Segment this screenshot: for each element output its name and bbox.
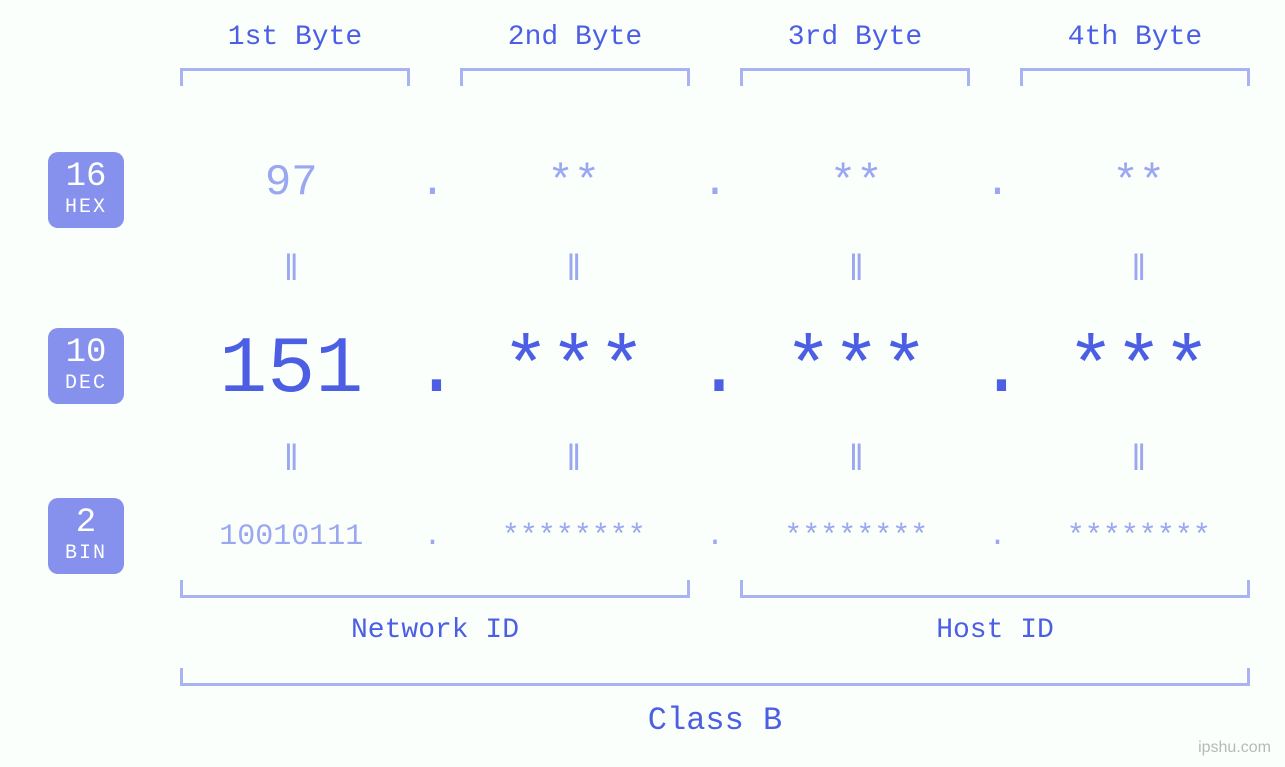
- eq-upper-eq-2: ǁ: [453, 250, 696, 291]
- byte-header-4: 4th Byte: [1020, 22, 1250, 53]
- badge-bin: 2 BIN: [48, 498, 124, 574]
- row-dec-byte-4: ***: [1018, 325, 1261, 416]
- byte-bracket-2: [460, 68, 690, 86]
- eq-lower-eq-2: ǁ: [453, 440, 696, 481]
- byte-header-1: 1st Byte: [180, 22, 410, 53]
- row-hex: 97.**.**.**: [170, 158, 1260, 208]
- byte-bracket-1: [180, 68, 410, 86]
- row-hex-byte-3: **: [735, 158, 978, 208]
- equals-row-lower: ǁǁǁǁ: [170, 440, 1260, 481]
- row-dec-byte-1: 151: [170, 325, 413, 416]
- badge-dec-num: 10: [66, 336, 107, 370]
- badge-dec-label: DEC: [65, 372, 107, 396]
- row-hex-dot-1: .: [413, 158, 453, 208]
- row-bin-dot-1: .: [413, 520, 453, 554]
- host-label: Host ID: [740, 615, 1250, 646]
- eq-upper-eq-1: ǁ: [170, 250, 413, 291]
- eq-lower-eq-4: ǁ: [1018, 440, 1261, 481]
- badge-hex-label: HEX: [65, 196, 107, 220]
- eq-lower-eq-3: ǁ: [735, 440, 978, 481]
- row-dec-dot-2: .: [695, 325, 735, 416]
- network-label: Network ID: [180, 615, 690, 646]
- badge-bin-num: 2: [76, 506, 96, 540]
- byte-header-2: 2nd Byte: [460, 22, 690, 53]
- row-hex-byte-2: **: [453, 158, 696, 208]
- equals-row-upper: ǁǁǁǁ: [170, 250, 1260, 291]
- eq-upper-eq-3: ǁ: [735, 250, 978, 291]
- row-hex-byte-4: **: [1018, 158, 1261, 208]
- row-bin-dot-3: .: [978, 520, 1018, 554]
- eq-upper-eq-4: ǁ: [1018, 250, 1261, 291]
- byte-bracket-3: [740, 68, 970, 86]
- byte-header-3: 3rd Byte: [740, 22, 970, 53]
- row-dec-dot-1: .: [413, 325, 453, 416]
- row-dec-byte-3: ***: [735, 325, 978, 416]
- class-label: Class B: [180, 702, 1250, 739]
- row-hex-byte-1: 97: [170, 158, 413, 208]
- row-bin-byte-3: ********: [735, 520, 978, 554]
- row-bin-byte-2: ********: [453, 520, 696, 554]
- row-hex-dot-2: .: [695, 158, 735, 208]
- byte-bracket-4: [1020, 68, 1250, 86]
- row-dec-byte-2: ***: [453, 325, 696, 416]
- network-bracket: [180, 580, 690, 598]
- badge-bin-label: BIN: [65, 542, 107, 566]
- row-bin-byte-1: 10010111: [170, 520, 413, 554]
- host-bracket: [740, 580, 1250, 598]
- eq-lower-eq-1: ǁ: [170, 440, 413, 481]
- row-bin: 10010111.********.********.********: [170, 520, 1260, 554]
- class-bracket: [180, 668, 1250, 686]
- badge-dec: 10 DEC: [48, 328, 124, 404]
- badge-hex-num: 16: [66, 160, 107, 194]
- row-dec-dot-3: .: [978, 325, 1018, 416]
- badge-hex: 16 HEX: [48, 152, 124, 228]
- watermark: ipshu.com: [1198, 739, 1271, 757]
- row-bin-byte-4: ********: [1018, 520, 1261, 554]
- row-bin-dot-2: .: [695, 520, 735, 554]
- row-hex-dot-3: .: [978, 158, 1018, 208]
- row-dec: 151.***.***.***: [170, 325, 1260, 416]
